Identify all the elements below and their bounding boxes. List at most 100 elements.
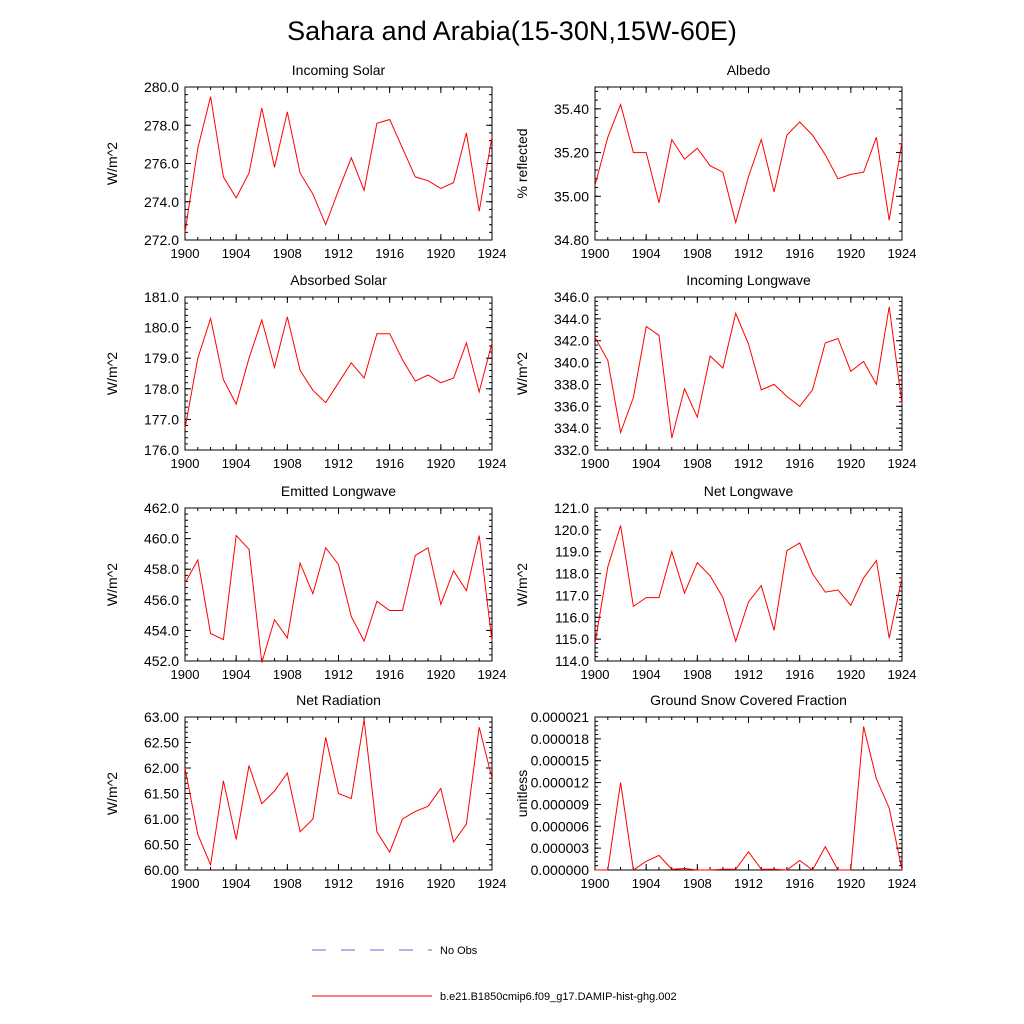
y-tick-label: 117.0 bbox=[555, 587, 589, 603]
y-tick-label: 0.000009 bbox=[531, 796, 590, 812]
x-tick-label: 1908 bbox=[683, 246, 712, 261]
y-tick-label: 0.000003 bbox=[531, 840, 590, 856]
x-tick-label: 1916 bbox=[785, 667, 814, 682]
y-tick-label: 336.0 bbox=[554, 398, 589, 414]
series-line bbox=[595, 726, 903, 871]
y-tick-label: 63.00 bbox=[144, 709, 179, 725]
y-tick-label: 177.0 bbox=[144, 411, 179, 427]
x-tick-label: 1900 bbox=[581, 246, 610, 261]
x-tick-label: 1904 bbox=[632, 667, 661, 682]
y-tick-label: 35.00 bbox=[554, 188, 589, 204]
y-tick-label: 334.0 bbox=[554, 420, 589, 436]
y-axis-label: W/m^2 bbox=[514, 352, 530, 395]
panel-4: 1900 1904 1908 1912 1916 1920 1924 332.0 334.0 33… bbox=[514, 272, 916, 471]
x-tick-label: 1924 bbox=[478, 876, 507, 891]
panel-title: Absorbed Solar bbox=[290, 272, 387, 288]
y-tick-label: 346.0 bbox=[554, 289, 589, 305]
x-tick-label: 1916 bbox=[785, 246, 814, 261]
y-tick-label: 278.0 bbox=[144, 117, 179, 133]
x-tick-label: 1912 bbox=[734, 456, 763, 471]
x-tick-label: 1916 bbox=[375, 667, 404, 682]
y-tick-label: 120.0 bbox=[554, 522, 589, 538]
x-tick-label: 1920 bbox=[426, 876, 455, 891]
panel-title: Emitted Longwave bbox=[281, 483, 396, 499]
y-tick-label: 458.0 bbox=[144, 561, 179, 577]
x-tick-label: 1912 bbox=[734, 667, 763, 682]
x-tick-label: 1924 bbox=[888, 876, 917, 891]
x-tick-label: 1900 bbox=[581, 876, 610, 891]
x-tick-label: 1908 bbox=[273, 667, 302, 682]
x-tick-label: 1900 bbox=[581, 667, 610, 682]
legend-model-label: b.e21.B1850cmip6.f09_g17.DAMIP-hist-ghg.… bbox=[440, 991, 677, 1003]
y-tick-label: 115.0 bbox=[555, 631, 589, 647]
panel-title: Incoming Solar bbox=[292, 62, 386, 78]
y-tick-label: 274.0 bbox=[144, 194, 179, 210]
series-line bbox=[594, 102, 903, 225]
x-tick-label: 1912 bbox=[734, 246, 763, 261]
x-tick-label: 1900 bbox=[171, 246, 200, 261]
x-tick-label: 1908 bbox=[683, 456, 712, 471]
y-axis-label: W/m^2 bbox=[104, 352, 120, 395]
x-tick-label: 1900 bbox=[171, 876, 200, 891]
x-tick-label: 1912 bbox=[734, 876, 763, 891]
y-tick-label: 460.0 bbox=[144, 531, 179, 547]
y-tick-label: 0.000018 bbox=[531, 731, 590, 747]
y-tick-label: 340.0 bbox=[554, 355, 589, 371]
y-tick-label: 61.50 bbox=[144, 786, 179, 802]
y-axis-label: W/m^2 bbox=[514, 563, 530, 606]
y-tick-label: 62.00 bbox=[144, 760, 179, 776]
y-tick-label: 332.0 bbox=[554, 442, 589, 458]
y-tick-label: 180.0 bbox=[144, 320, 179, 336]
series-line bbox=[184, 719, 493, 867]
x-tick-label: 1908 bbox=[273, 876, 302, 891]
panel-2: 1900 1904 1908 1912 1916 1920 1924 34.80 35.00 35… bbox=[514, 62, 916, 261]
x-tick-label: 1900 bbox=[171, 456, 200, 471]
y-tick-label: 35.20 bbox=[554, 145, 589, 161]
panel-6: 1900 1904 1908 1912 1916 1920 1924 114.0 115.0 11… bbox=[514, 483, 916, 682]
panel-8: 1900 1904 1908 1912 1916 1920 1924 0.000000 0.00… bbox=[514, 692, 916, 891]
y-tick-label: 60.50 bbox=[144, 837, 179, 853]
plot-frame bbox=[184, 716, 493, 871]
x-tick-label: 1904 bbox=[222, 456, 251, 471]
series-line bbox=[184, 534, 493, 663]
x-tick-label: 1916 bbox=[785, 456, 814, 471]
y-tick-label: 462.0 bbox=[144, 500, 179, 516]
y-tick-label: 176.0 bbox=[144, 442, 179, 458]
y-tick-label: 342.0 bbox=[554, 333, 589, 349]
y-tick-label: 0.000015 bbox=[531, 753, 590, 769]
x-tick-label: 1920 bbox=[426, 667, 455, 682]
panel-title: Incoming Longwave bbox=[686, 272, 811, 288]
x-tick-label: 1912 bbox=[324, 667, 353, 682]
plot-frame bbox=[594, 296, 903, 451]
x-tick-label: 1920 bbox=[836, 246, 865, 261]
y-tick-label: 276.0 bbox=[144, 156, 179, 172]
y-axis-label: W/m^2 bbox=[104, 772, 120, 815]
x-tick-label: 1904 bbox=[222, 246, 251, 261]
panels: 1900 1904 1908 1912 1916 1920 1924 272.0 274.0 27… bbox=[104, 62, 916, 891]
y-tick-label: 280.0 bbox=[144, 79, 179, 95]
x-tick-label: 1924 bbox=[888, 246, 917, 261]
x-tick-label: 1920 bbox=[426, 246, 455, 261]
y-tick-label: 61.00 bbox=[144, 811, 179, 827]
series-line bbox=[594, 525, 903, 644]
y-tick-label: 60.00 bbox=[144, 862, 179, 878]
y-tick-label: 116.0 bbox=[555, 609, 589, 625]
x-tick-label: 1908 bbox=[683, 667, 712, 682]
x-tick-label: 1920 bbox=[836, 876, 865, 891]
y-tick-label: 338.0 bbox=[554, 376, 589, 392]
x-tick-label: 1900 bbox=[171, 667, 200, 682]
y-tick-label: 0.000000 bbox=[531, 862, 590, 878]
y-axis-label: W/m^2 bbox=[104, 563, 120, 606]
series-line bbox=[594, 306, 903, 439]
y-axis-label: unitless bbox=[514, 770, 530, 817]
y-axis-label: W/m^2 bbox=[104, 142, 120, 185]
x-tick-label: 1924 bbox=[478, 667, 507, 682]
x-tick-label: 1916 bbox=[375, 876, 404, 891]
x-tick-label: 1920 bbox=[836, 456, 865, 471]
figure-title: Sahara and Arabia(15-30N,15W-60E) bbox=[287, 16, 737, 46]
y-tick-label: 119.0 bbox=[555, 544, 589, 560]
x-tick-label: 1904 bbox=[222, 876, 251, 891]
y-tick-label: 178.0 bbox=[144, 381, 179, 397]
y-tick-label: 121.0 bbox=[554, 500, 589, 516]
x-tick-label: 1908 bbox=[273, 246, 302, 261]
